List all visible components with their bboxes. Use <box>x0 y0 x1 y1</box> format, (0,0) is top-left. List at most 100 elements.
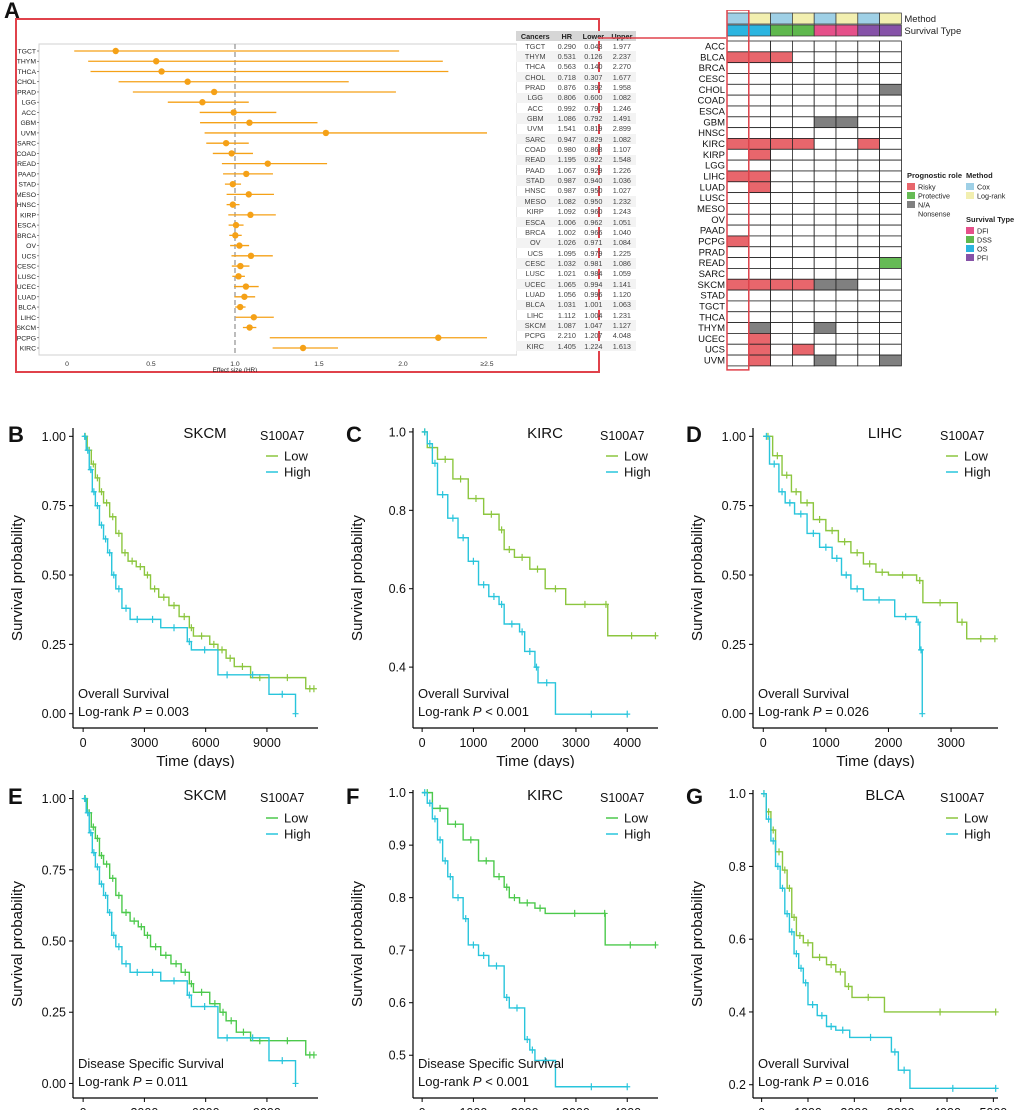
legend-swatch-method <box>966 192 974 199</box>
logrank-p-annotation: Log-rank P = 0.003 <box>78 704 189 719</box>
heatmap-cell-nonsense <box>792 105 815 118</box>
censor-mark-low <box>90 823 97 831</box>
legend-label-pfi: PFI <box>977 254 988 263</box>
hr-table-cell: 0.563 <box>557 62 576 72</box>
censor-mark-high <box>498 600 505 608</box>
km-plot-b: 0.00 0.25 0.50 0.75 1.00 0 3000 6000 9000 Time (d… <box>9 425 318 768</box>
forest-label-ov: OV <box>26 243 36 250</box>
heatmap-cell-nonsense <box>792 159 815 172</box>
heatmap-cell-nonsense <box>835 333 859 345</box>
censor-mark-low <box>98 488 105 496</box>
censor-mark-high <box>793 950 800 958</box>
hr-table-body: TGCT 0.290 0.043 1.977 THYM 0.531 0.126 2.237 TH… <box>516 41 636 352</box>
y-tick-label: 1.00 <box>42 792 66 806</box>
x-tick-label: 9000 <box>253 1106 281 1110</box>
hr-table-cell: 1.065 <box>554 278 579 290</box>
logrank-label: Log-rank <box>758 1074 813 1089</box>
hr-table-cell: 1.405 <box>554 340 579 352</box>
heatmap-row-label-skcm: SKCM <box>698 280 726 291</box>
heatmap-cell-nonsense <box>857 343 881 356</box>
legend-title: S100A7 <box>260 791 305 805</box>
censor-mark-high <box>87 466 94 474</box>
censor-mark-high <box>901 1066 908 1074</box>
heatmap-row-label-luad: LUAD <box>700 182 725 193</box>
heatmap-row-label-hnsc: HNSC <box>698 128 725 139</box>
heatmap-cell-nonsense <box>835 94 859 107</box>
censor-mark-low <box>506 546 513 554</box>
heatmap-cell-nonsense <box>813 246 837 259</box>
hr-table-cell: 0.718 <box>554 72 579 83</box>
survival-curve-high <box>761 792 996 1090</box>
panel-letter-g: G <box>686 784 704 809</box>
censor-mark-high <box>867 1033 874 1041</box>
hr-table-header-cell: Upper <box>607 31 636 41</box>
y-tick-label: 0.75 <box>42 863 66 877</box>
x-tick-label: 0 <box>419 1106 426 1110</box>
hr-table-cell: 1.491 <box>607 113 636 124</box>
hr-table-cell: 1.082 <box>554 196 579 207</box>
heatmap-cell-nonsense <box>770 213 793 226</box>
censor-mark-high <box>786 499 793 507</box>
heatmap-cell-nonsense <box>748 159 772 172</box>
hr-table-cell: 1.548 <box>607 154 636 166</box>
heatmap-cell-nonsense <box>835 170 859 183</box>
heatmap-cell-nonsense <box>835 51 859 64</box>
censor-mark-high <box>503 993 510 1001</box>
hr-table-cell: READ <box>516 154 555 166</box>
heatmap-cell-risky <box>726 170 750 183</box>
censor-mark-high <box>279 1057 286 1065</box>
heatmap-cell-nonsense <box>770 127 793 139</box>
heatmap-cell-nonsense <box>770 181 793 194</box>
hr-point-lihc <box>250 314 258 321</box>
p-value: = 0.003 <box>142 704 189 719</box>
forest-label-thca: THCA <box>17 69 36 76</box>
heatmap-cell-nonsense <box>770 257 793 269</box>
hr-point-pcpg <box>435 334 442 341</box>
censor-mark-low <box>144 931 151 939</box>
heatmap-cell-nonsense <box>835 62 859 74</box>
hr-table-row: THCA 0.563 0.140 2.270 <box>516 62 636 72</box>
connector-line <box>598 37 726 39</box>
heatmap-cell-nonsense <box>770 62 793 74</box>
hr-table-cell: COAD <box>524 145 546 155</box>
censor-mark-high <box>624 1083 631 1091</box>
heatmap-cell-nonsense <box>813 40 837 53</box>
p-label: P <box>813 704 822 719</box>
heatmap-cell-nonsense <box>879 148 902 161</box>
heatmap-cell-nonsense <box>857 354 881 367</box>
heatmap-cell-nonsense <box>857 213 881 226</box>
hr-table-cell: 0.962 <box>578 216 608 228</box>
heatmap-row-label-pcpg: PCPG <box>698 236 725 247</box>
heatmap-cell-risky <box>726 51 750 64</box>
hr-table-cell: 1.084 <box>607 237 636 248</box>
censor-mark-high <box>431 459 438 467</box>
censor-mark-high <box>224 671 231 679</box>
survival-curve-low <box>83 435 314 690</box>
heatmap-cell-nonsense <box>770 148 793 161</box>
heatmap-cell-risky <box>748 333 772 345</box>
hr-table-cell: 1.027 <box>612 186 631 196</box>
heatmap-cell-nonsense <box>879 73 902 85</box>
heatmap-cell-nonsense <box>813 138 837 150</box>
km-plot-title: BLCA <box>865 787 904 804</box>
censor-mark-high <box>447 873 454 881</box>
heatmap-row-label-ov: OV <box>711 215 725 226</box>
survival-cell-pfi <box>857 24 880 37</box>
x-tick-label: 3000 <box>937 736 965 750</box>
heatmap-cell-nonsense <box>770 83 793 96</box>
method-cell-log-rank <box>835 12 859 25</box>
legend-survival-title: Survival Type <box>966 215 1014 224</box>
heatmap-cell-nonsense <box>813 311 837 323</box>
legend-method-title: Method <box>966 171 993 180</box>
legend-label-method: Cox <box>977 183 990 192</box>
heatmap-cell-nonsense <box>857 40 881 53</box>
survival-cell-dss <box>792 24 815 37</box>
censor-mark-high <box>833 554 840 562</box>
censor-mark-high <box>186 991 193 999</box>
heatmap-cell-nonsense <box>857 105 881 118</box>
survival-cell-dfi <box>835 24 859 37</box>
heatmap-cell-nonsense <box>835 246 859 259</box>
forest-x-tick-label: 0 <box>65 361 69 368</box>
censor-mark-low <box>652 941 659 949</box>
censor-mark-low <box>627 941 634 949</box>
